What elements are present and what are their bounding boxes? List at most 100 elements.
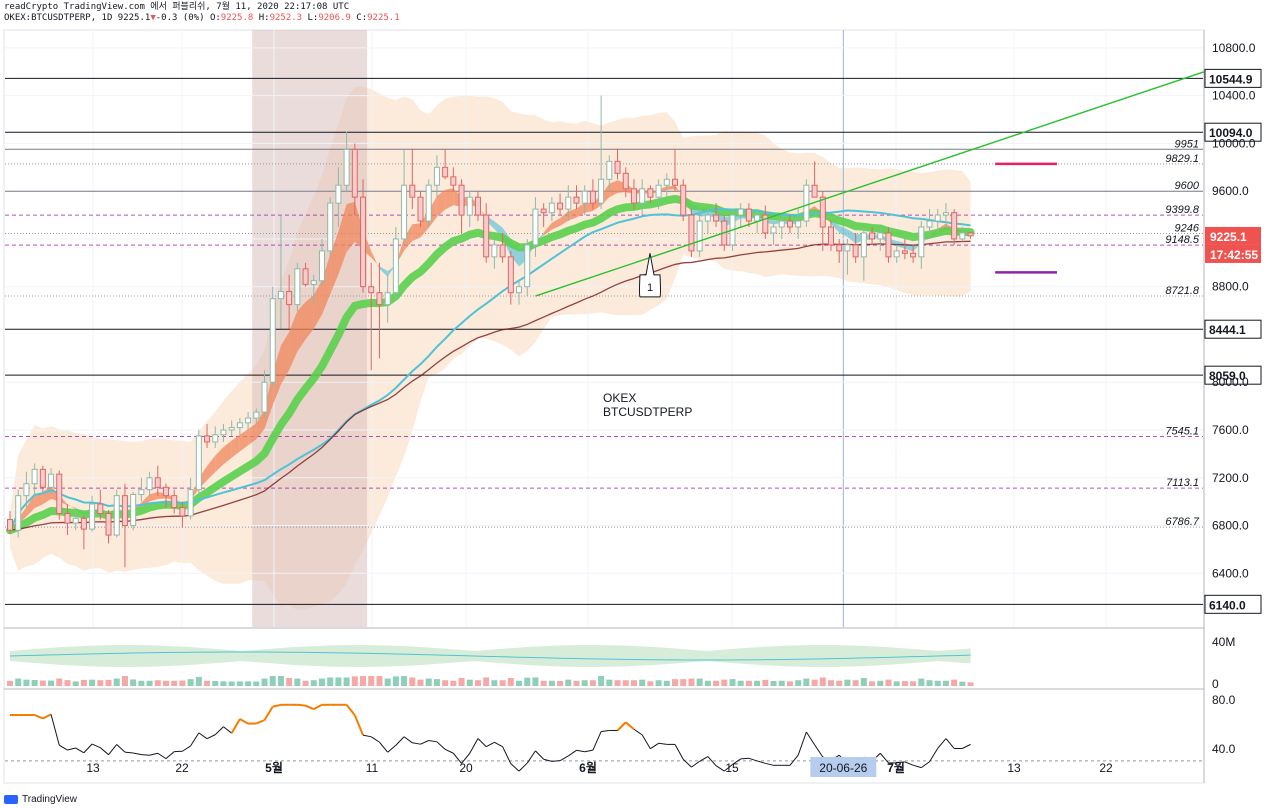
candle-body bbox=[204, 435, 211, 443]
volume-bar bbox=[15, 678, 22, 686]
rsi-segment bbox=[789, 754, 799, 766]
volume-bar bbox=[154, 680, 161, 686]
level-label: 8059.0 bbox=[1209, 369, 1246, 383]
volume-bar bbox=[573, 680, 580, 686]
volume-bar bbox=[680, 679, 687, 686]
rsi-segment bbox=[182, 745, 191, 752]
rsi-segment bbox=[756, 760, 766, 764]
volume-bar bbox=[836, 680, 843, 686]
candle-body bbox=[893, 250, 900, 258]
rsi-segment bbox=[658, 742, 667, 745]
candle-body bbox=[606, 160, 613, 180]
ribbon-segment bbox=[445, 188, 454, 210]
volume-bar bbox=[269, 676, 276, 686]
candle-body bbox=[130, 493, 137, 527]
rsi-segment bbox=[740, 757, 749, 760]
volume-bar bbox=[860, 678, 867, 686]
volume-bar bbox=[121, 676, 128, 686]
last-price-label: 9225.1 bbox=[1210, 230, 1247, 244]
candle-body bbox=[220, 429, 227, 436]
volume-bar bbox=[376, 676, 383, 686]
volume-bar bbox=[811, 679, 818, 686]
rsi-segment bbox=[616, 721, 627, 732]
volume-bar bbox=[967, 682, 974, 686]
candle-body bbox=[754, 214, 761, 222]
volume-bar bbox=[507, 678, 514, 686]
candle-body bbox=[245, 417, 252, 424]
volume-bar bbox=[885, 679, 892, 686]
volume-bar bbox=[819, 677, 826, 686]
volume-bar bbox=[540, 680, 547, 686]
level-label-box bbox=[1204, 68, 1262, 88]
ribbon-segment bbox=[248, 423, 257, 446]
volume-bar bbox=[901, 681, 908, 686]
rsi-segment bbox=[732, 758, 741, 765]
price-tick-label: 10000.0 bbox=[1212, 136, 1256, 150]
candle-body bbox=[516, 286, 523, 294]
level-label: 9600 bbox=[1175, 180, 1200, 192]
tradingview-footer[interactable]: TradingView bbox=[4, 794, 77, 805]
rsi-segment bbox=[165, 751, 175, 759]
volume-bar bbox=[195, 676, 202, 686]
candle-body bbox=[877, 232, 884, 240]
volume-bar bbox=[598, 676, 605, 686]
candle-body bbox=[934, 214, 941, 222]
rsi-segment bbox=[141, 754, 150, 756]
rsi-segment bbox=[387, 744, 397, 753]
level-label-box bbox=[1204, 365, 1262, 385]
candle-body bbox=[113, 495, 120, 536]
candle-body bbox=[89, 503, 96, 530]
volume-ma-line bbox=[9, 651, 971, 661]
cursor-date-box bbox=[810, 757, 877, 777]
volume-bar bbox=[253, 681, 260, 686]
ohlc-line: OKEX:BTCUSDTPERP, 1D 9225.1▼-0.3 (0%) O:… bbox=[4, 13, 400, 23]
candle-body bbox=[23, 483, 30, 497]
time-tick-label: 13 bbox=[1007, 761, 1021, 775]
rsi-segment bbox=[313, 703, 323, 711]
candle-body bbox=[343, 148, 350, 186]
rsi-segment bbox=[510, 763, 520, 772]
candle-body bbox=[360, 196, 367, 288]
volume-bar bbox=[951, 679, 958, 686]
volume-bar bbox=[910, 681, 917, 686]
volume-bar bbox=[31, 680, 38, 686]
time-tick-label: 11 bbox=[366, 761, 379, 775]
ribbon-segment bbox=[231, 434, 240, 458]
candle-body bbox=[713, 214, 720, 222]
ribbon-segment bbox=[215, 447, 224, 472]
open-value: 9225.8 bbox=[220, 13, 254, 23]
volume-bar bbox=[786, 681, 793, 686]
candle-body bbox=[376, 292, 383, 306]
candle-body bbox=[737, 208, 744, 216]
close-value: 9225.1 bbox=[367, 13, 400, 23]
candle-body bbox=[910, 252, 917, 258]
ribbon-segment bbox=[207, 455, 216, 481]
volume-bar bbox=[663, 680, 670, 686]
candle-body bbox=[351, 148, 358, 198]
rsi-segment bbox=[305, 704, 315, 711]
trendline bbox=[535, 71, 1205, 297]
rsi-segment bbox=[206, 734, 216, 740]
volume-bar bbox=[532, 677, 539, 686]
candle-body bbox=[778, 220, 785, 228]
rsi-segment bbox=[962, 743, 971, 749]
candle-body bbox=[573, 196, 580, 204]
candle-body bbox=[31, 468, 38, 485]
candle-body bbox=[680, 184, 687, 216]
candle-body bbox=[589, 190, 596, 204]
volume-bar bbox=[918, 678, 925, 686]
candle-body bbox=[154, 477, 161, 488]
volume-bar bbox=[294, 678, 301, 686]
volume-bar bbox=[409, 677, 416, 686]
level-label: 9148.5 bbox=[1165, 234, 1200, 246]
volume-bar bbox=[327, 677, 334, 686]
rsi-segment bbox=[625, 721, 635, 731]
cursor-date-label: 20-06-26 bbox=[819, 761, 867, 775]
candle-body bbox=[663, 178, 670, 186]
callout-label: 1 bbox=[647, 282, 653, 294]
rsi-segment bbox=[641, 734, 651, 749]
volume-bar bbox=[696, 678, 703, 686]
ribbon-segment bbox=[831, 220, 840, 233]
rsi-segment bbox=[526, 750, 536, 764]
